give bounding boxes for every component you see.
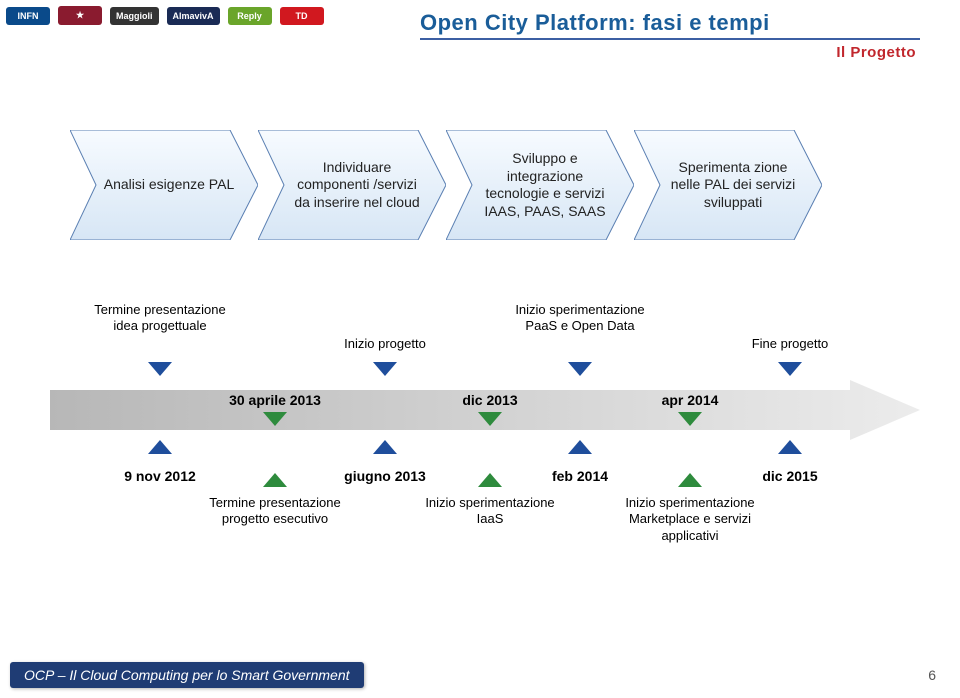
date-marker-icon (263, 473, 287, 487)
timeline-label-above: Inizio sperimentazione PaaS e Open Data (505, 302, 655, 335)
milestone-marker-icon (778, 362, 802, 376)
timeline-date-below: 9 nov 2012 (124, 468, 196, 484)
date-marker-icon (478, 412, 502, 426)
partner-logo: Reply (228, 7, 272, 25)
timeline-label-above: Termine presentazione idea progettuale (85, 302, 235, 335)
milestone-marker-icon (373, 362, 397, 376)
stage-chevron: Sviluppo e integrazione tecnologie e ser… (446, 130, 634, 240)
timeline-labels-above: Termine presentazione idea progettuale In… (50, 302, 920, 377)
partner-logo: ★ (58, 6, 102, 25)
stage-chevron: Individuare componenti /servizi da inser… (258, 130, 446, 240)
footer: OCP – Il Cloud Computing per lo Smart Go… (0, 662, 960, 688)
process-chevrons: Analisi esigenze PAL Individuare componen… (70, 130, 822, 240)
title-block: Open City Platform: fasi e tempi Il Prog… (420, 10, 920, 61)
milestone-marker-icon (568, 440, 592, 454)
timeline-arrow (50, 380, 920, 440)
timeline-date-below: feb 2014 (552, 468, 608, 484)
timeline-label-above: Inizio progetto (310, 336, 460, 352)
page-subtitle: Il Progetto (420, 44, 920, 61)
stage-label: Analisi esigenze PAL (104, 176, 234, 194)
milestone-marker-icon (148, 362, 172, 376)
timeline-label-above: Fine progetto (715, 336, 865, 352)
stage-chevron: Analisi esigenze PAL (70, 130, 258, 240)
title-rule (420, 38, 920, 40)
partner-logo: INFN (6, 7, 50, 25)
stage-label: Sperimenta zione nelle PAL dei servizi s… (664, 159, 802, 212)
timeline-label-below: Inizio sperimentazione IaaS (415, 495, 565, 528)
date-marker-icon (478, 473, 502, 487)
timeline-date-below: dic 2015 (762, 468, 817, 484)
milestone-marker-icon (778, 440, 802, 454)
timeline-date-below: giugno 2013 (344, 468, 426, 484)
partner-logo: TD (280, 7, 324, 25)
date-marker-icon (678, 473, 702, 487)
page-number: 6 (928, 667, 936, 683)
partner-logo: AlmavivA (167, 7, 220, 25)
timeline-label-below: Termine presentazione progetto esecutivo (200, 495, 350, 528)
partner-logo: Maggioli (110, 7, 159, 25)
date-marker-icon (678, 412, 702, 426)
page-title: Open City Platform: fasi e tempi (420, 10, 920, 36)
stage-chevron: Sperimenta zione nelle PAL dei servizi s… (634, 130, 822, 240)
stage-label: Sviluppo e integrazione tecnologie e ser… (476, 150, 614, 220)
stage-label: Individuare componenti /servizi da inser… (288, 159, 426, 212)
timeline-date-above: apr 2014 (662, 392, 719, 408)
footer-bar: OCP – Il Cloud Computing per lo Smart Go… (10, 662, 364, 688)
milestone-marker-icon (568, 362, 592, 376)
header-logos: INFN ★ Maggioli AlmavivA Reply TD (6, 6, 324, 25)
milestone-marker-icon (373, 440, 397, 454)
date-marker-icon (263, 412, 287, 426)
timeline-label-below: Inizio sperimentazione Marketplace e ser… (615, 495, 765, 544)
timeline-date-above: 30 aprile 2013 (229, 392, 321, 408)
timeline-date-above: dic 2013 (462, 392, 517, 408)
milestone-marker-icon (148, 440, 172, 454)
